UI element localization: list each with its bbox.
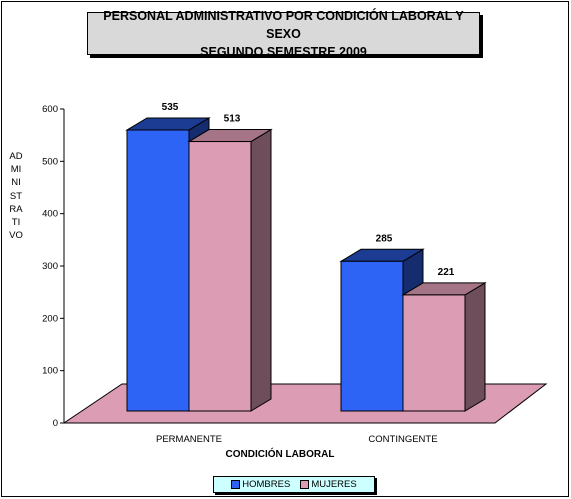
x-tick-label-contingente: CONTINGENTE bbox=[368, 434, 437, 445]
legend-label-hombres: HOMBRES bbox=[242, 479, 291, 490]
data-label-mujeres-permanente: 513 bbox=[224, 114, 241, 125]
data-label-hombres-permanente: 535 bbox=[162, 102, 179, 113]
chart-title-box: PERSONAL ADMINISTRATIVO POR CONDICIÓN LA… bbox=[87, 9, 480, 59]
legend-item-mujeres: MUJERES bbox=[300, 479, 357, 490]
y-tick-label: 200 bbox=[42, 313, 58, 324]
chart-title-line-2: SEGUNDO SEMESTRE 2009 bbox=[200, 44, 367, 59]
legend: HOMBRES MUJERES bbox=[213, 476, 375, 493]
x-axis-label: CONDICIÓN LABORAL bbox=[226, 447, 335, 460]
y-tick-label: 500 bbox=[42, 156, 58, 167]
y-tick-label: 300 bbox=[42, 261, 58, 272]
legend-swatch-mujeres bbox=[300, 480, 310, 489]
legend-label-mujeres: MUJERES bbox=[311, 479, 357, 490]
data-label-hombres-contingente: 285 bbox=[376, 233, 393, 244]
y-tick-label: 0 bbox=[53, 418, 58, 429]
bar-hombres-permanente bbox=[126, 129, 190, 412]
bar-side-mujeres-contingente bbox=[464, 282, 486, 412]
y-tick-label: 400 bbox=[42, 209, 58, 220]
data-label-mujeres-contingente: 221 bbox=[438, 267, 455, 278]
y-tick-label: 600 bbox=[42, 104, 58, 115]
bar-side-mujeres-permanente bbox=[250, 128, 272, 412]
chart-title-line-1: PERSONAL ADMINISTRATIVO POR CONDICIÓN LA… bbox=[103, 8, 464, 41]
legend-item-hombres: HOMBRES bbox=[231, 479, 290, 490]
y-axis-label: ADMINISTRATIVO bbox=[9, 151, 23, 242]
y-tick-label: 100 bbox=[42, 366, 58, 377]
bar-mujeres-contingente bbox=[402, 294, 466, 412]
x-tick-label-permanente: PERMANENTE bbox=[156, 434, 222, 445]
bar-hombres-contingente bbox=[340, 260, 404, 412]
bar-mujeres-permanente bbox=[188, 141, 252, 412]
legend-swatch-hombres bbox=[231, 480, 241, 489]
